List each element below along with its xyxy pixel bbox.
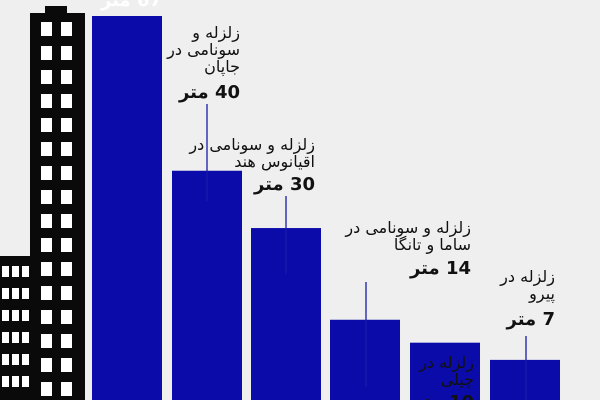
building-window bbox=[61, 142, 72, 156]
category-label-7: زلزله در پیرو bbox=[500, 267, 555, 303]
building-window bbox=[2, 376, 9, 387]
category-label-40: زلزله و سونامی در جاپان bbox=[167, 23, 240, 76]
building-window bbox=[41, 310, 52, 324]
building-window bbox=[12, 376, 19, 387]
building-window bbox=[41, 358, 52, 372]
bar-7 bbox=[490, 359, 560, 400]
building-window bbox=[41, 22, 52, 36]
building-window bbox=[61, 262, 72, 276]
value-label-40: 40 متر bbox=[178, 82, 240, 103]
building-window bbox=[41, 46, 52, 60]
tall-building bbox=[30, 13, 85, 400]
building-window bbox=[41, 142, 52, 156]
bar-67 bbox=[92, 16, 162, 400]
building-window bbox=[61, 310, 72, 324]
category-label-10: زلزله در چیلی bbox=[419, 353, 474, 389]
building-window bbox=[41, 262, 52, 276]
building-window bbox=[61, 22, 72, 36]
building-window bbox=[61, 190, 72, 204]
building-window bbox=[22, 376, 29, 387]
building-window bbox=[61, 358, 72, 372]
building-window bbox=[2, 332, 9, 343]
building-window bbox=[12, 310, 19, 321]
building-window bbox=[2, 310, 9, 321]
building-window bbox=[2, 266, 9, 277]
building-window bbox=[41, 190, 52, 204]
building-window bbox=[22, 354, 29, 365]
value-label-30: 30 متر bbox=[253, 174, 315, 195]
building-window bbox=[12, 288, 19, 299]
building-window bbox=[41, 118, 52, 132]
building-antenna bbox=[45, 6, 67, 14]
building-window bbox=[41, 70, 52, 84]
building-window bbox=[61, 46, 72, 60]
building-window bbox=[12, 266, 19, 277]
bar-40 bbox=[172, 170, 242, 400]
building-window bbox=[12, 354, 19, 365]
building-window bbox=[61, 238, 72, 252]
building-window bbox=[61, 70, 72, 84]
building-window bbox=[2, 288, 9, 299]
bar-10 bbox=[410, 342, 480, 400]
building-window bbox=[41, 382, 52, 396]
building-window bbox=[22, 332, 29, 343]
building-window bbox=[41, 286, 52, 300]
building-window bbox=[61, 286, 72, 300]
building-window bbox=[61, 166, 72, 180]
building-window bbox=[61, 118, 72, 132]
building-window bbox=[41, 94, 52, 108]
bar-14 bbox=[330, 319, 400, 400]
building-window bbox=[41, 334, 52, 348]
category-label-30: زلزله و سونامی در اقیانوس هند bbox=[189, 135, 315, 171]
building-window bbox=[61, 214, 72, 228]
building-window bbox=[61, 94, 72, 108]
value-label-10: 10 متر bbox=[413, 392, 474, 400]
value-label-14: 14 متر bbox=[409, 258, 471, 279]
value-label-67: 67 متر bbox=[100, 0, 162, 11]
building-window bbox=[41, 166, 52, 180]
building-window bbox=[41, 214, 52, 228]
building-window bbox=[61, 334, 72, 348]
value-label-7: 7 متر bbox=[506, 309, 556, 330]
building-window bbox=[12, 332, 19, 343]
building-window bbox=[22, 288, 29, 299]
building-window bbox=[61, 382, 72, 396]
building-window bbox=[22, 310, 29, 321]
category-label-14: زلزله و سونامی در ساما و تانگا bbox=[345, 218, 471, 254]
building-window bbox=[22, 266, 29, 277]
building-window bbox=[41, 238, 52, 252]
building-window bbox=[2, 354, 9, 365]
